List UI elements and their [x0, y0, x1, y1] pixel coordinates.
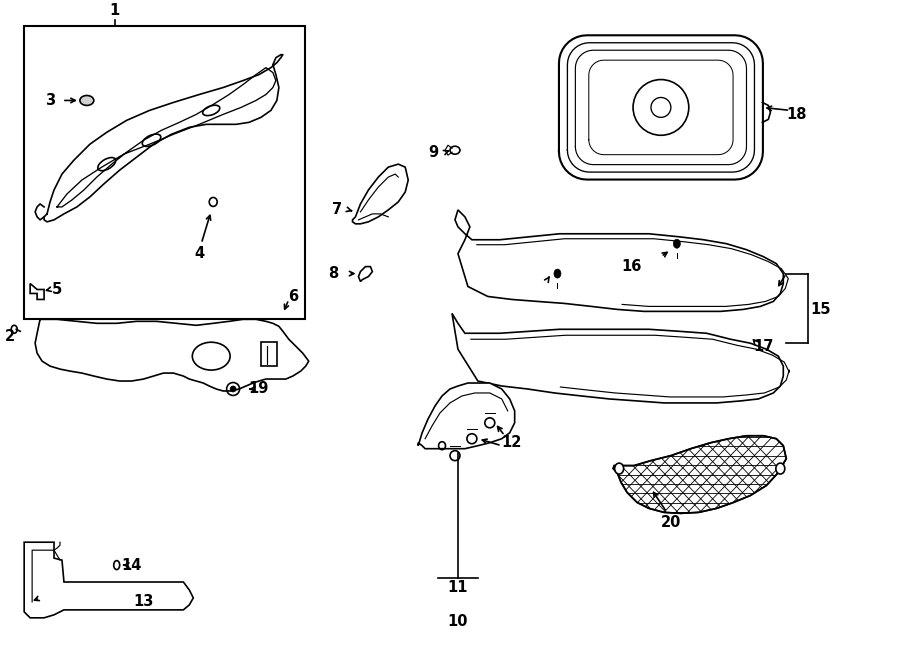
Text: 9: 9 [428, 145, 438, 160]
Text: 1: 1 [110, 3, 120, 19]
Text: 13: 13 [133, 594, 154, 609]
Text: 2: 2 [5, 329, 15, 344]
Polygon shape [358, 266, 373, 282]
Text: 20: 20 [661, 515, 681, 530]
Text: 14: 14 [122, 558, 142, 572]
Ellipse shape [776, 463, 785, 474]
Bar [261, 342, 277, 366]
Ellipse shape [230, 386, 236, 392]
Text: 3: 3 [45, 93, 55, 108]
Polygon shape [613, 436, 787, 514]
Text: 10: 10 [447, 614, 468, 629]
Ellipse shape [615, 463, 624, 474]
Text: 8: 8 [328, 266, 338, 281]
Text: 11: 11 [447, 580, 468, 596]
Text: 18: 18 [786, 107, 806, 122]
Polygon shape [353, 164, 409, 224]
Polygon shape [24, 542, 194, 618]
Text: 17: 17 [753, 338, 774, 354]
Text: 7: 7 [332, 202, 343, 217]
Polygon shape [418, 383, 515, 449]
Ellipse shape [554, 269, 561, 278]
Text: 5: 5 [52, 282, 62, 297]
Text: 19: 19 [248, 381, 269, 397]
Polygon shape [455, 210, 783, 311]
Ellipse shape [80, 95, 94, 106]
Bar [24, 26, 305, 319]
Text: 16: 16 [621, 259, 642, 274]
Ellipse shape [673, 239, 680, 248]
Text: 6: 6 [288, 289, 298, 304]
Text: 12: 12 [501, 435, 522, 450]
Polygon shape [452, 313, 783, 403]
Polygon shape [30, 284, 44, 299]
Text: 15: 15 [810, 302, 831, 317]
Text: 4: 4 [194, 246, 204, 261]
